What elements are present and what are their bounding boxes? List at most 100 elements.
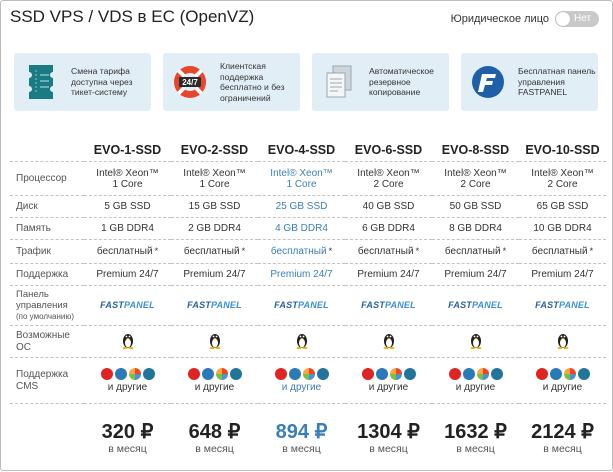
price-value: 1632 ₽: [444, 420, 507, 443]
traffic-value: бесплатный: [96, 246, 153, 257]
wordpress-icon[interactable]: [142, 368, 155, 380]
row-label-line: Поддержка: [16, 368, 69, 380]
price-value: 2124 ₽: [531, 420, 594, 443]
joomla-icon[interactable]: [563, 368, 576, 380]
fastpanel-logo: FASTPANEL: [361, 300, 416, 310]
support-cell: Premium 24/7: [258, 263, 345, 286]
fastpanel-logo: FASTPANEL: [448, 300, 503, 310]
drupal-icon[interactable]: [375, 368, 388, 380]
feature-text: Смена тарифа доступна через тикет-систем…: [71, 66, 133, 98]
cms-icons: [519, 368, 606, 380]
footnote-star[interactable]: *: [328, 246, 333, 256]
fastpanel-logo-part: FAST: [274, 300, 298, 310]
fastpanel-logo-part: FAST: [361, 300, 385, 310]
page-title: SSD VPS / VDS в ЕС (OpenVZ): [10, 7, 255, 26]
ticket-icon: [23, 64, 59, 100]
ram-cell: 4 GB DDR4: [258, 217, 345, 240]
wordpress-icon[interactable]: [403, 368, 416, 380]
drupal-icon[interactable]: [549, 368, 562, 380]
disk-cell: 15 GB SSD: [171, 195, 258, 218]
linux-tux-icon[interactable]: [295, 332, 309, 349]
cpu-cell: Intel® Xeon™ 2 Core: [519, 161, 606, 196]
fastpanel-logo-part: FAST: [100, 300, 124, 310]
plan-name: EVO-10-SSD: [525, 143, 600, 157]
price-cell: 648 ₽ в месяц: [171, 403, 258, 472]
row-label: Диск: [10, 195, 84, 218]
price-cell: 1632 ₽ в месяц: [432, 403, 519, 472]
drupal-icon[interactable]: [114, 368, 127, 380]
fastpanel-logo-part: FAST: [535, 300, 559, 310]
fastpanel-logo-part: PANEL: [123, 300, 155, 310]
price-value: 1304 ₽: [357, 420, 420, 443]
panel-cell: FASTPANEL: [171, 285, 258, 326]
wordpress-icon[interactable]: [229, 368, 242, 380]
drupal-icon[interactable]: [201, 368, 214, 380]
joomla-icon[interactable]: [389, 368, 402, 380]
cms-others: и другие: [194, 382, 235, 393]
cpu-model: Intel® Xeon™: [357, 167, 420, 179]
joomla-icon[interactable]: [476, 368, 489, 380]
linux-tux-icon[interactable]: [556, 332, 570, 349]
disk-row: Диск 5 GB SSD 15 GB SSD 25 GB SSD 40 GB …: [10, 195, 606, 218]
footnote-star[interactable]: *: [415, 246, 420, 256]
wordpress-icon[interactable]: [577, 368, 590, 380]
ram-cell: 10 GB DDR4: [519, 217, 606, 240]
cms-icons: [258, 368, 345, 380]
cpu-model: Intel® Xeon™: [96, 167, 159, 179]
row-label: Память: [10, 217, 84, 240]
footnote-star[interactable]: *: [502, 246, 507, 256]
legal-entity-toggle[interactable]: Нет: [555, 11, 599, 27]
svg-text:24/7: 24/7: [182, 78, 198, 87]
traffic-cell: бесплатный *: [84, 239, 171, 264]
toggle-knob: [556, 12, 570, 26]
footnote-star[interactable]: *: [154, 246, 159, 256]
panel-cell: FASTPANEL: [345, 285, 432, 326]
price-value: 894 ₽: [275, 420, 328, 443]
ram-row: Память 1 GB DDR4 2 GB DDR4 4 GB DDR4 6 G…: [10, 217, 606, 240]
bitrix-icon[interactable]: [100, 368, 113, 380]
price-label-spacer: [10, 403, 84, 472]
bitrix-icon[interactable]: [448, 368, 461, 380]
cms-row: Поддержка CMS и другие и другие: [10, 357, 606, 404]
plan-name: EVO-6-SSD: [354, 143, 423, 157]
fastpanel-logo: FASTPANEL: [187, 300, 242, 310]
cpu-cores: 2 Core: [373, 178, 404, 190]
bitrix-icon[interactable]: [187, 368, 200, 380]
joomla-icon[interactable]: [215, 368, 228, 380]
linux-tux-icon[interactable]: [208, 332, 222, 349]
cpu-cores: 2 Core: [547, 178, 578, 190]
wordpress-icon[interactable]: [316, 368, 329, 380]
footnote-star[interactable]: *: [589, 246, 594, 256]
row-label-line: управления: [16, 300, 68, 311]
footnote-star[interactable]: *: [241, 246, 246, 256]
price-period: в месяц: [369, 442, 408, 455]
linux-tux-icon[interactable]: [469, 332, 483, 349]
wordpress-icon[interactable]: [490, 368, 503, 380]
linux-tux-icon[interactable]: [121, 332, 135, 349]
price-value: 648 ₽: [188, 420, 241, 443]
drupal-icon[interactable]: [462, 368, 475, 380]
feature-text: Бесплатная панель управления FASTPANEL: [518, 66, 596, 98]
joomla-icon[interactable]: [302, 368, 315, 380]
traffic-value: бесплатный: [270, 246, 327, 257]
fastpanel-logo-part: PANEL: [384, 300, 416, 310]
bitrix-icon[interactable]: [361, 368, 374, 380]
linux-tux-icon[interactable]: [382, 332, 396, 349]
traffic-cell: бесплатный *: [519, 239, 606, 264]
bitrix-icon[interactable]: [535, 368, 548, 380]
cms-cell: и другие: [171, 357, 258, 404]
row-label: Процессор: [10, 161, 84, 196]
pricing-table: EVO-1-SSD EVO-2-SSD EVO-4-SSD EVO-6-SSD …: [10, 139, 606, 472]
price-cell: 2124 ₽ в месяц: [519, 403, 606, 472]
traffic-value: бесплатный: [357, 246, 414, 257]
legal-entity-switch[interactable]: Юридическое лицо Нет: [451, 11, 599, 27]
os-cell: [432, 325, 519, 358]
traffic-row: Трафик бесплатный * бесплатный * бесплатны…: [10, 239, 606, 264]
joomla-icon[interactable]: [128, 368, 141, 380]
support-cell: Premium 24/7: [171, 263, 258, 286]
cms-others: и другие: [368, 382, 409, 393]
bitrix-icon[interactable]: [274, 368, 287, 380]
drupal-icon[interactable]: [288, 368, 301, 380]
support-cell: Premium 24/7: [432, 263, 519, 286]
panel-cell: FASTPANEL: [519, 285, 606, 326]
